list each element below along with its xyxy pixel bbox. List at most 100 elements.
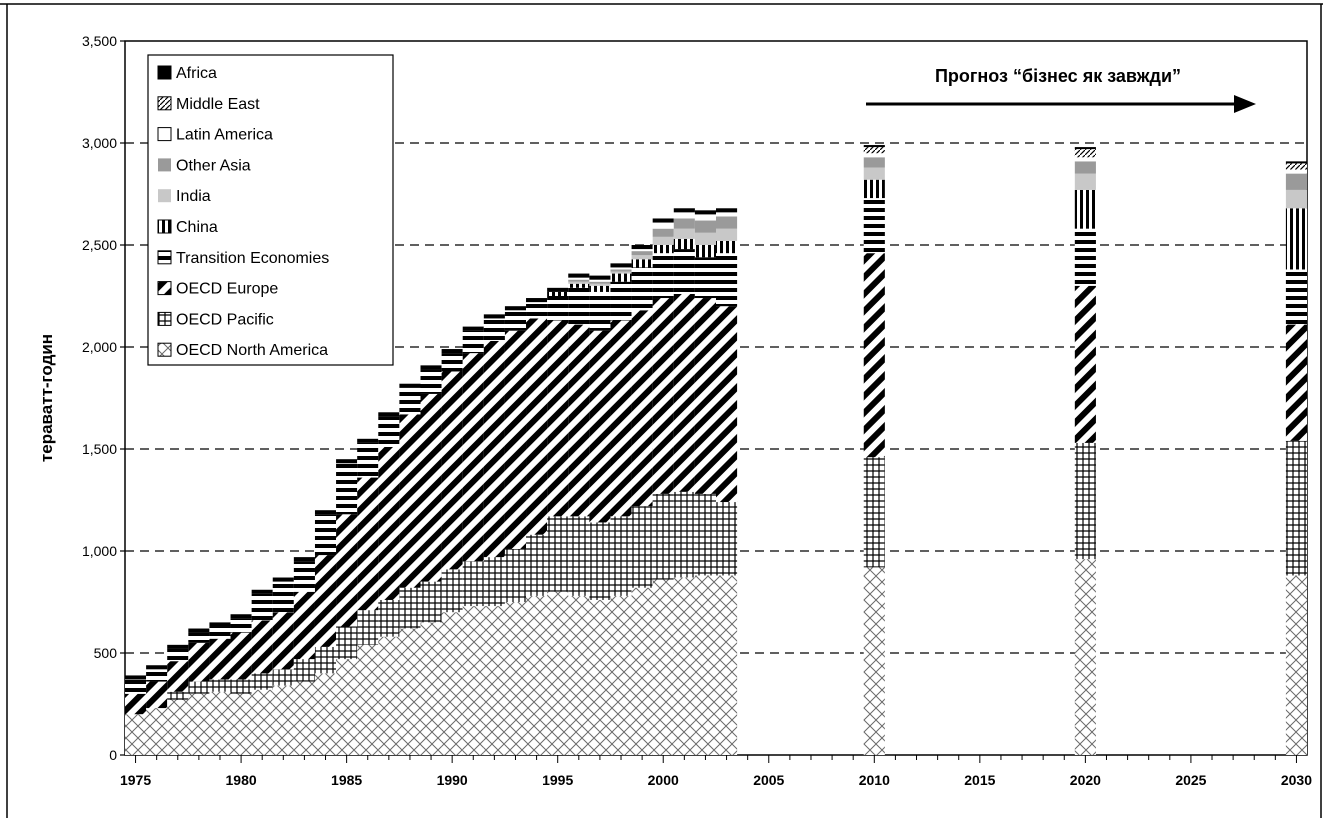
y-axis-label: тераватт-годин	[37, 334, 56, 462]
bar-segment-latin-america-2020	[1074, 157, 1096, 162]
bar-segment-oecd-pacific-1995	[547, 516, 569, 592]
bar-segment-africa-1991	[462, 326, 484, 331]
bar-segment-transition-economies-1992	[483, 318, 505, 341]
legend-swatch-oecd-pacific	[157, 311, 172, 326]
bar-segment-other-asia-1996	[568, 279, 590, 282]
bar-segment-china-2001	[673, 238, 695, 250]
bar-segment-transition-economies-1983	[293, 561, 315, 592]
bar-segment-oecd-north-america-1989	[420, 622, 442, 755]
bar-segment-latin-america-1999	[631, 249, 653, 252]
legend-box	[147, 54, 394, 366]
bar-segment-india-2000	[652, 236, 674, 245]
bar-segment-oecd-north-america-1991	[462, 606, 484, 755]
legend-label-oecd-north-america: OECD North America	[176, 342, 328, 359]
bar-segment-transition-economies-1991	[462, 330, 484, 354]
bar-segment-oecd-pacific-1984	[314, 646, 337, 674]
bar-segment-oecd-europe-1989	[420, 393, 442, 582]
legend: Africa Middle East Latin America Other Asia…	[147, 54, 394, 366]
bar-segment-china-2000	[652, 245, 674, 254]
legend-swatch-transition-economies	[157, 250, 172, 265]
bar-segment-oecd-north-america-2010	[863, 567, 885, 755]
bar-segment-china-2020	[1074, 189, 1096, 229]
x-tick-label: 1975	[120, 772, 151, 788]
bar-segment-other-asia-2020	[1074, 161, 1096, 174]
bar-segment-oecd-north-america-2000	[652, 579, 674, 755]
bar-segment-oecd-north-america-2001	[673, 577, 695, 755]
bar-segment-other-asia-1997	[589, 281, 611, 284]
bar-segment-africa-1998	[610, 263, 632, 268]
bar-segment-transition-economies-1999	[631, 267, 653, 311]
bar-segment-latin-america-2010	[863, 153, 885, 158]
bar-segment-oecd-pacific-2020	[1074, 442, 1096, 560]
bar-segment-oecd-north-america-1995	[547, 591, 569, 755]
bar-segment-india-2030	[1285, 189, 1307, 209]
bar-segment-oecd-north-america-1994	[526, 595, 548, 755]
x-tick-label: 2015	[964, 772, 995, 788]
bar-segment-latin-america-1998	[610, 267, 632, 270]
forecast-annotation: Прогноз “бізнес як завжди”	[935, 66, 1181, 86]
bar-segment-oecd-north-america-1999	[631, 587, 653, 755]
bar-segment-oecd-europe-1977	[167, 661, 189, 692]
bar-segment-latin-america-2002	[694, 214, 716, 221]
bar-segment-transition-economies-1977	[167, 648, 189, 662]
bar-segment-oecd-europe-1992	[483, 340, 505, 558]
bar-segment-transition-economies-1987	[378, 416, 400, 447]
bar-segment-oecd-north-america-2002	[694, 575, 716, 755]
legend-label-transition-economies: Transition Economies	[176, 250, 329, 267]
bar-segment-oecd-europe-1975	[125, 693, 147, 715]
y-tick-label: 3,000	[82, 135, 117, 151]
bars	[125, 145, 1307, 755]
bar-segment-china-1999	[631, 259, 653, 268]
bar-segment-oecd-north-america-1983	[293, 681, 315, 755]
bar-segment-transition-economies-1994	[526, 302, 548, 319]
legend-label-china: China	[176, 219, 218, 236]
x-tick-label: 2010	[859, 772, 890, 788]
bar-segment-transition-economies-2010	[863, 198, 885, 254]
bar-segment-africa-2001	[673, 208, 695, 213]
bar-segment-oecd-north-america-1985	[336, 659, 358, 755]
bar-segment-africa-1988	[399, 383, 421, 388]
legend-swatch-oecd-europe	[157, 281, 172, 296]
bar-segment-oecd-europe-2030	[1285, 324, 1307, 441]
legend-label-middle-east: Middle East	[176, 96, 260, 113]
bar-segment-transition-economies-1997	[589, 291, 611, 331]
bar-segment-india-1996	[568, 281, 590, 284]
bar-segment-oecd-north-america-2003	[716, 575, 738, 755]
bar-segment-india-2001	[673, 228, 695, 239]
bar-segment-oecd-pacific-1992	[483, 557, 505, 607]
x-tick-label: 1995	[542, 772, 573, 788]
bar-segment-africa-1993	[504, 306, 527, 311]
bar-segment-india-1998	[610, 271, 632, 274]
bar-segment-africa-1984	[314, 510, 337, 515]
bar-segment-oecd-europe-1991	[462, 353, 484, 562]
legend-swatch-china	[157, 219, 172, 234]
bar-segment-oecd-europe-1994	[526, 318, 548, 535]
bar-segment-transition-economies-1981	[251, 593, 273, 621]
bar-segment-africa-1985	[336, 459, 358, 464]
x-tick-label: 1985	[331, 772, 362, 788]
bar-segment-oecd-europe-1995	[547, 320, 569, 517]
bar-segment-oecd-north-america-1998	[610, 595, 632, 755]
bar-segment-transition-economies-2001	[673, 249, 695, 294]
bar-segment-other-asia-2002	[694, 220, 716, 233]
bar-segment-transition-economies-1993	[504, 310, 527, 331]
bar-segment-transition-economies-1996	[568, 287, 590, 325]
bar-segment-other-asia-1998	[610, 269, 632, 272]
bar-segment-oecd-pacific-2003	[716, 502, 738, 576]
bar-segment-africa-1980	[230, 614, 252, 619]
bar-segment-oecd-europe-1986	[357, 477, 379, 611]
bar-segment-oecd-europe-1980	[230, 632, 252, 680]
bar-segment-transition-economies-1990	[441, 353, 463, 372]
bar-segment-oecd-pacific-2001	[673, 491, 695, 578]
bar-segment-oecd-europe-1996	[568, 324, 590, 517]
bar-segment-oecd-pacific-2000	[652, 493, 674, 580]
bar-segment-transition-economies-1980	[230, 618, 252, 633]
bar-segment-oecd-pacific-1994	[526, 534, 548, 596]
bar-segment-latin-america-1996	[568, 277, 590, 280]
bar-segment-oecd-north-america-1992	[483, 606, 505, 755]
bar-segment-oecd-north-america-1978	[188, 693, 210, 755]
bar-segment-other-asia-2030	[1285, 173, 1307, 190]
bar-segment-oecd-north-america-1977	[167, 699, 189, 755]
bar-segment-latin-america-1997	[589, 279, 611, 282]
bar-segment-africa-1996	[568, 273, 590, 278]
